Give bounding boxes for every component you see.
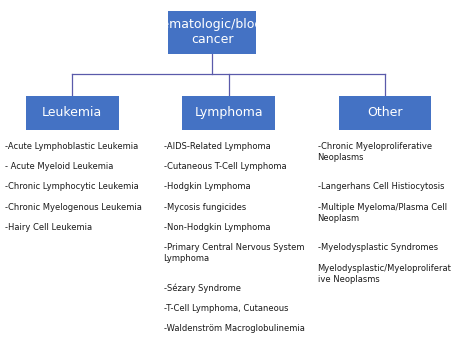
Text: -Multiple Myeloma/Plasma Cell
Neoplasm: -Multiple Myeloma/Plasma Cell Neoplasm <box>318 203 447 223</box>
Text: -Waldenström Macroglobulinemia: -Waldenström Macroglobulinemia <box>164 324 304 334</box>
FancyBboxPatch shape <box>168 10 256 54</box>
Text: -Mycosis fungicides: -Mycosis fungicides <box>164 203 246 212</box>
Text: -Chronic Myelogenous Leukemia: -Chronic Myelogenous Leukemia <box>5 203 142 212</box>
Text: -Chronic Myeloproliferative
Neoplasms: -Chronic Myeloproliferative Neoplasms <box>318 142 432 162</box>
Text: Myelodysplastic/Myeloproliferat
ive Neoplasms: Myelodysplastic/Myeloproliferat ive Neop… <box>318 264 451 284</box>
Text: -Non-Hodgkin Lymphoma: -Non-Hodgkin Lymphoma <box>164 223 270 232</box>
Text: -Hairy Cell Leukemia: -Hairy Cell Leukemia <box>5 223 92 232</box>
FancyBboxPatch shape <box>339 96 431 130</box>
Text: -Primary Central Nervous System
Lymphoma: -Primary Central Nervous System Lymphoma <box>164 243 304 263</box>
Text: -Myelodysplastic Syndromes: -Myelodysplastic Syndromes <box>318 243 438 252</box>
Text: -Chronic Lymphocytic Leukemia: -Chronic Lymphocytic Leukemia <box>5 182 138 191</box>
Text: Hematologic/blood
cancer: Hematologic/blood cancer <box>153 18 271 46</box>
Text: -Hodgkin Lymphoma: -Hodgkin Lymphoma <box>164 182 250 191</box>
Text: -Sézary Syndrome: -Sézary Syndrome <box>164 284 240 293</box>
Text: -AIDS-Related Lymphoma: -AIDS-Related Lymphoma <box>164 142 270 151</box>
Text: -Acute Lymphoblastic Leukemia: -Acute Lymphoblastic Leukemia <box>5 142 138 151</box>
Text: - Acute Myeloid Leukemia: - Acute Myeloid Leukemia <box>5 162 113 171</box>
Text: -Cutaneous T-Cell Lymphoma: -Cutaneous T-Cell Lymphoma <box>164 162 286 171</box>
Text: Leukemia: Leukemia <box>42 106 102 119</box>
Text: Lymphoma: Lymphoma <box>194 106 263 119</box>
Text: -Langerhans Cell Histiocytosis: -Langerhans Cell Histiocytosis <box>318 182 444 191</box>
FancyBboxPatch shape <box>182 96 275 130</box>
Text: -T-Cell Lymphoma, Cutaneous: -T-Cell Lymphoma, Cutaneous <box>164 304 288 313</box>
Text: Other: Other <box>367 106 403 119</box>
FancyBboxPatch shape <box>26 96 118 130</box>
